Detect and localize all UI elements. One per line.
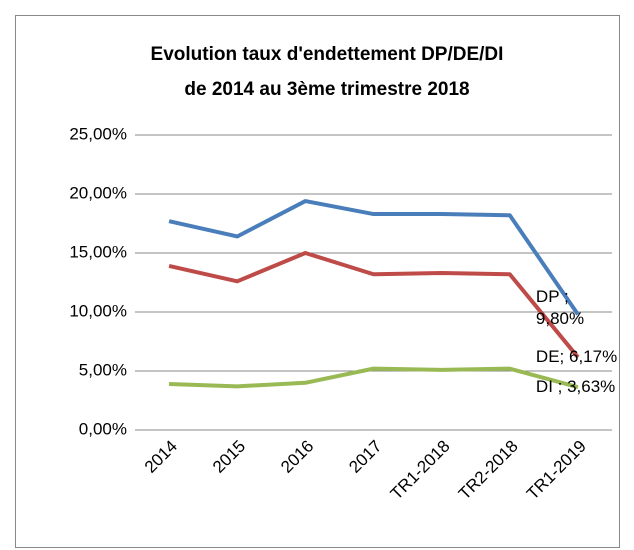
data-label: DE; 6,17% — [535, 347, 618, 367]
chart-border — [15, 15, 620, 548]
chart-title: Evolution taux d'endettement DP/DE/DI — [151, 44, 504, 65]
y-tick-label: 5,00% — [79, 360, 127, 379]
y-tick-label: 25,00% — [69, 124, 127, 143]
line — [168, 251, 580, 359]
y-tick-label: 15,00% — [69, 242, 127, 261]
line — [168, 199, 580, 316]
y-tick-label: 0,00% — [79, 419, 127, 438]
y-tick-label: 20,00% — [69, 183, 127, 202]
data-label: DP ; 9,80% — [535, 287, 585, 329]
chart-title: de 2014 au 3ème trimestre 2018 — [184, 79, 469, 100]
data-label: DI ; 3,63% — [535, 377, 616, 397]
line — [169, 366, 579, 390]
y-tick-label: 10,00% — [69, 301, 127, 320]
